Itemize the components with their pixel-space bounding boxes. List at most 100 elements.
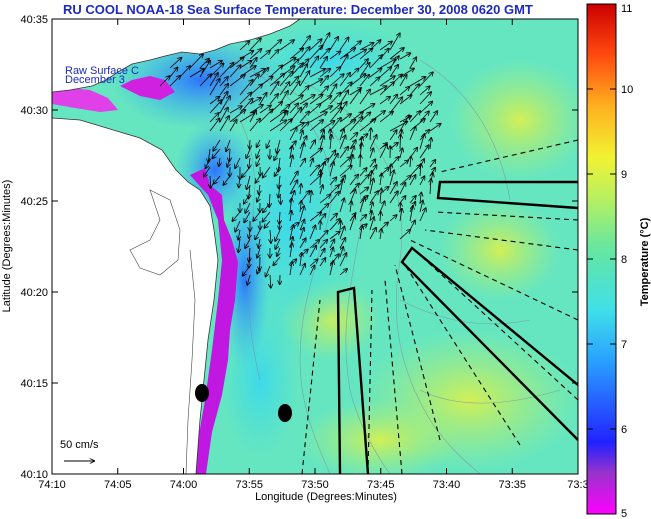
current-vector	[369, 228, 376, 240]
current-vector	[275, 238, 281, 249]
current-vector	[277, 247, 280, 256]
current-vector	[369, 68, 382, 78]
current-vector	[289, 77, 298, 87]
current-vector	[249, 49, 261, 60]
current-vector	[409, 206, 413, 222]
current-vector	[319, 86, 328, 96]
current-vector	[209, 61, 222, 69]
current-vector	[269, 74, 284, 87]
current-vector	[319, 69, 330, 78]
current-vector	[223, 175, 231, 185]
current-vector	[279, 175, 280, 188]
x-tick-label: 73:3	[567, 479, 588, 491]
current-vector	[390, 164, 391, 177]
current-vector	[259, 184, 260, 194]
current-vector	[208, 148, 210, 162]
current-vector	[279, 119, 292, 132]
land-north	[52, 19, 300, 92]
current-vector	[409, 84, 419, 96]
current-vector	[379, 144, 387, 159]
current-vector	[280, 193, 281, 204]
current-vector	[359, 119, 376, 132]
current-vector	[369, 217, 374, 231]
current-vector	[309, 225, 315, 240]
current-vector	[379, 97, 390, 105]
current-vector	[256, 148, 261, 158]
current-vector	[289, 103, 298, 114]
current-vector	[269, 50, 279, 60]
current-vector	[259, 105, 271, 114]
current-vector	[309, 56, 318, 69]
current-vector	[259, 93, 267, 105]
current-vector	[400, 209, 402, 222]
y-tick-label: 40:15	[20, 378, 48, 390]
current-vector	[300, 131, 303, 141]
current-vector	[229, 120, 237, 132]
current-vector	[263, 202, 271, 212]
current-vector	[349, 133, 358, 141]
current-vector	[219, 116, 229, 132]
current-vector	[369, 135, 377, 150]
x-tick-label: 73:50	[301, 479, 329, 491]
current-vector	[310, 158, 313, 168]
x-tick-label: 73:40	[433, 479, 461, 491]
current-vector	[369, 86, 387, 96]
current-vector	[213, 175, 221, 184]
current-vector	[319, 214, 326, 222]
current-vector	[246, 148, 251, 158]
current-vector	[329, 185, 339, 195]
current-vector	[249, 105, 263, 114]
current-vector	[227, 157, 230, 167]
warm-patch	[450, 60, 578, 180]
current-vector	[329, 177, 336, 186]
current-vector	[369, 77, 380, 87]
current-vector	[299, 64, 307, 78]
current-vector	[279, 40, 294, 51]
coastline	[52, 19, 301, 93]
current-vector	[300, 201, 301, 213]
x-tick-label: 74:05	[104, 479, 132, 491]
current-vector	[320, 185, 323, 195]
current-vector	[253, 211, 261, 221]
current-vector	[359, 75, 369, 87]
current-vector	[249, 256, 250, 268]
cold-fringe	[120, 76, 175, 100]
current-vector	[309, 112, 327, 123]
current-vector	[189, 69, 204, 78]
current-vector	[420, 200, 423, 213]
current-vector	[266, 265, 271, 277]
current-vector	[399, 115, 409, 132]
current-vector	[329, 74, 344, 87]
current-vector	[339, 90, 348, 105]
colorbar-tick-label: 10	[621, 84, 633, 96]
current-vector	[359, 168, 367, 177]
current-vector	[239, 61, 252, 69]
current-vector	[206, 157, 211, 168]
current-vector	[238, 229, 240, 240]
current-vector	[247, 274, 250, 285]
current-vector	[226, 139, 231, 151]
current-vector	[329, 107, 342, 123]
current-vector	[329, 162, 334, 177]
current-vector	[290, 198, 292, 213]
current-vector	[419, 145, 429, 159]
current-vector	[419, 176, 425, 186]
current-vector	[319, 231, 328, 240]
bay-outline	[129, 189, 181, 276]
current-vector	[169, 58, 182, 69]
current-vector	[359, 175, 369, 186]
current-vector	[339, 269, 347, 276]
current-vector	[279, 71, 293, 87]
current-vector	[329, 67, 340, 78]
colorbar-tick-label: 5	[621, 508, 627, 519]
current-vector	[169, 76, 180, 87]
current-vector	[389, 94, 397, 105]
current-vector	[379, 82, 394, 96]
map-panel: 50 cm/s Raw Surface C December 3	[52, 19, 578, 474]
y-tick-label: 40:35	[20, 14, 48, 26]
current-vector	[309, 240, 320, 249]
current-vector	[299, 86, 309, 96]
current-vector	[350, 201, 352, 213]
current-vector	[309, 140, 315, 150]
scale-label: 50 cm/s	[60, 439, 99, 451]
